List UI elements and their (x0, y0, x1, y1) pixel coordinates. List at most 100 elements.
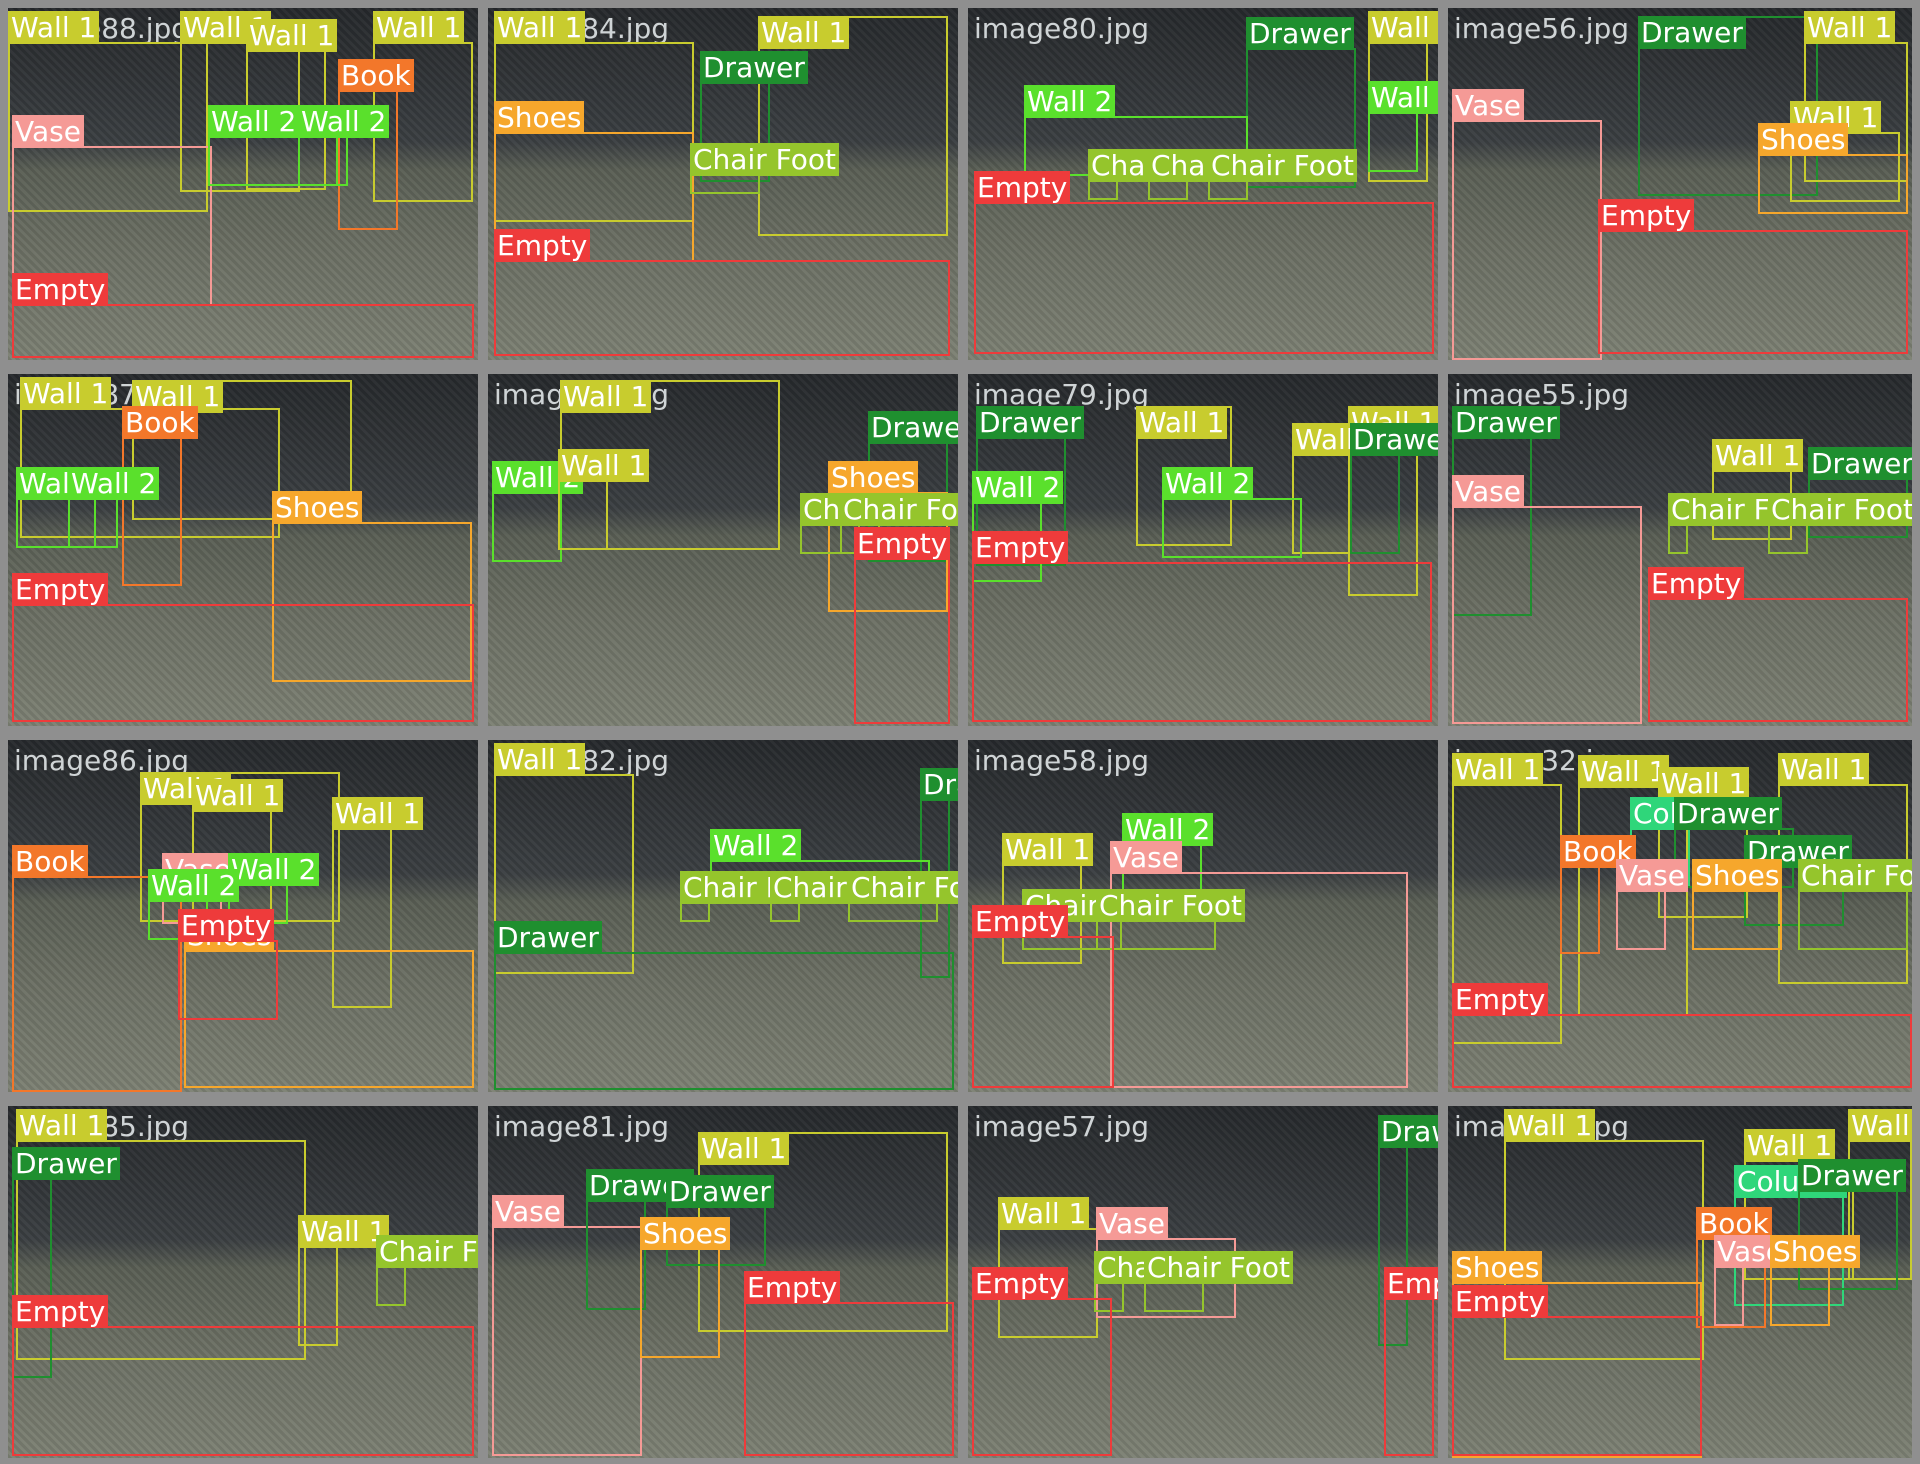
tile-filename: image57.jpg (974, 1110, 1150, 1143)
bounding-box: Wall 2 (148, 869, 240, 940)
box-label: Wall 1 (1778, 753, 1870, 786)
box-label: Shoes (828, 461, 919, 494)
tile-filename: image86.jpg (14, 744, 190, 777)
bounding-box: Drawer (12, 1147, 120, 1378)
box-label: Drawer (868, 411, 958, 444)
bounding-box: Wall 1 (698, 1132, 948, 1332)
box-label: Shoes (1770, 1235, 1861, 1268)
bounding-box: Empty (494, 229, 950, 356)
box-label: Wall 2 (148, 869, 240, 902)
box-label: Shoes (1758, 123, 1849, 156)
bounding-box: Drawer (1808, 447, 1912, 538)
bounding-box: Wall 1 (1136, 406, 1232, 546)
bounding-box: Chair Foot (770, 871, 919, 922)
box-label: Drawer (1350, 423, 1438, 456)
box-label: Wall 1 (16, 1109, 108, 1142)
bounding-box: Drawer (1798, 1159, 1906, 1290)
box-label: Empty (744, 1271, 841, 1304)
box-label: Empty (972, 1267, 1069, 1300)
box-label: Chair Foot (1144, 1251, 1293, 1284)
bounding-box: Chair Foot (1096, 889, 1245, 950)
bounding-box: Chair Foot (376, 1235, 478, 1306)
bounding-box: Wall 1 (1790, 101, 1900, 202)
bounding-box: Empty (744, 1271, 954, 1456)
box-label: Wall 1 (560, 380, 652, 413)
box-label: Vase (1452, 475, 1524, 508)
bounding-box: Wall 1 (1368, 11, 1438, 182)
bounding-box: Wall 1 (192, 779, 284, 940)
box-label: Wall 1 (1744, 1129, 1836, 1162)
box-label: Book (122, 406, 198, 439)
bounding-box: Empty (1452, 1285, 1702, 1456)
bounding-box: Wall 1 (1848, 1109, 1912, 1280)
box-label: Book (1696, 1207, 1772, 1240)
box-label: Empty (12, 573, 109, 606)
bounding-box: Vase (12, 115, 212, 306)
bounding-box: Wall 1 (558, 449, 650, 550)
box-label: Wall 1 (1578, 755, 1670, 788)
bounding-box: Wall 2 (492, 461, 584, 562)
box-label: Wall 1 (1368, 11, 1438, 44)
bounding-box: Vase (1452, 89, 1602, 360)
bounding-box: Wall 1 (560, 380, 780, 550)
box-label: Wall 1 (1712, 439, 1804, 472)
bounding-box: Chair Foot (1088, 149, 1237, 200)
bounding-box: Empty (12, 573, 474, 722)
box-label: Drawer (920, 768, 958, 801)
box-label: Drawer (1378, 1115, 1438, 1148)
bounding-box: Empty (972, 1267, 1112, 1456)
box-label: Empty (12, 273, 109, 306)
box-label: Vase (12, 115, 84, 148)
bounding-box: Vase (1714, 1235, 1786, 1326)
box-label: Drawer (1808, 447, 1912, 480)
box-label: Book (338, 59, 414, 92)
box-label: Wall 1 (1848, 1109, 1912, 1142)
bounding-box: Wall 2 (298, 105, 390, 186)
bounding-box: Drawer (1350, 423, 1438, 554)
box-label: Drawer (1638, 16, 1746, 49)
bounding-box: Wall 1 (494, 11, 694, 222)
bounding-box: Drawer (586, 1169, 694, 1310)
box-label: Wall 1 (758, 16, 850, 49)
box-label: Drawer (666, 1175, 774, 1208)
box-label: Wall 1 (998, 1197, 1090, 1230)
box-label: Wall 1 (8, 11, 100, 44)
bounding-box: Wall 2 (208, 105, 338, 186)
box-label: Empty (974, 171, 1071, 204)
bounding-box: Shoes (1770, 1235, 1861, 1326)
bounding-box: Drawer (920, 768, 958, 978)
bounding-box: Wall 1 (1002, 833, 1094, 964)
box-label: Wall 2 (68, 467, 160, 500)
bounding-box: Empty (1384, 1267, 1438, 1456)
box-label: Drawer (494, 921, 602, 954)
box-label: Wall 1 (332, 797, 424, 830)
box-label: Drawer (700, 51, 808, 84)
box-label: Empty (1648, 567, 1745, 600)
box-label: Vase (1110, 841, 1182, 874)
box-label: Shoes (640, 1217, 731, 1250)
tile-filename: image79.jpg (974, 378, 1150, 411)
bounding-box: Wall 2 (1162, 467, 1302, 558)
bounding-box: Wall 2 (1368, 81, 1438, 172)
bounding-box: Wall 2 (68, 467, 160, 548)
box-label: Empty (494, 229, 591, 262)
bounding-box: Empty (12, 1295, 474, 1456)
bounding-box: Chair Foot (1208, 149, 1357, 200)
box-label: Wall 1 (494, 743, 586, 776)
bounding-box: Wall 1 (1712, 439, 1804, 540)
box-label: Wall 1 (1804, 11, 1896, 44)
bounding-box: Empty (854, 527, 951, 724)
bounding-box: Chair Foot (848, 871, 958, 922)
bounding-box: Wall 1 (1804, 11, 1908, 182)
box-label: Empty (12, 1295, 109, 1328)
box-label: Shoes (272, 491, 363, 524)
box-label: Wall 1 (494, 11, 586, 44)
box-label: Chair Foot (848, 871, 958, 904)
bounding-box: Wall 1 (1658, 767, 1750, 918)
